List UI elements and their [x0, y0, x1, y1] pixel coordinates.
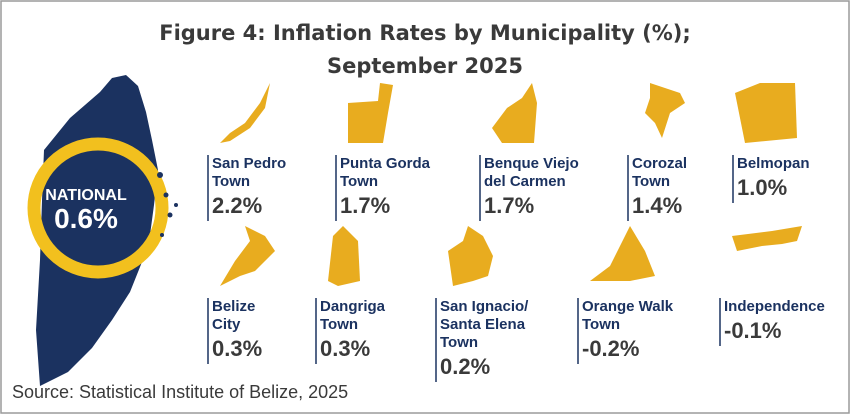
municipality-value: -0.2%	[582, 336, 639, 361]
municipality-value: 0.2%	[440, 354, 490, 379]
municipality-name: Orange Walk	[582, 298, 674, 315]
municipality-name: Town	[212, 173, 250, 190]
municipality-name: Town	[440, 334, 478, 351]
municipality-name: Benque Viejo	[484, 155, 579, 172]
municipality-shape	[492, 83, 537, 143]
municipality-shape	[328, 226, 360, 286]
municipality-name: City	[212, 316, 241, 333]
municipality-name: Santa Elena	[440, 316, 526, 333]
belize-map: NATIONAL 0.6%	[27, 75, 178, 386]
municipality-value: 1.0%	[737, 175, 787, 200]
municipality-shape	[220, 83, 270, 143]
municipality-name: Independence	[724, 298, 825, 315]
municipality-name: Belmopan	[737, 155, 810, 172]
title: Figure 4: Inflation Rates by Municipalit…	[159, 21, 691, 45]
municipality-name: Belize	[212, 298, 255, 315]
source: Source: Statistical Institute of Belize,…	[12, 382, 348, 402]
municipality-name: Dangriga	[320, 298, 386, 315]
title: September 2025	[327, 54, 523, 78]
municipality-value: -0.1%	[724, 318, 781, 343]
municipality-shape	[645, 83, 685, 138]
municipality-shape	[590, 226, 655, 281]
municipality-shape	[732, 226, 802, 251]
municipality-value: 2.2%	[212, 193, 262, 218]
municipality-name: Town	[340, 173, 378, 190]
municipality-shape	[348, 83, 393, 143]
municipality-value: 1.7%	[340, 193, 390, 218]
national-value: 0.6%	[54, 203, 118, 234]
municipality-shape	[220, 226, 275, 286]
municipality-value: 0.3%	[320, 336, 370, 361]
municipality-name: San Pedro	[212, 155, 286, 172]
municipality-name: San Ignacio/	[440, 298, 529, 315]
municipality-name: Town	[582, 316, 620, 333]
municipality-name: Town	[632, 173, 670, 190]
municipality-shape	[448, 226, 493, 286]
municipality-value: 1.4%	[632, 193, 682, 218]
municipality-name: Town	[320, 316, 358, 333]
national-label: NATIONAL	[45, 187, 127, 204]
municipality-value: 1.7%	[484, 193, 534, 218]
municipality-name: Punta Gorda	[340, 155, 431, 172]
municipality-name: del Carmen	[484, 173, 566, 190]
municipality-name: Corozal	[632, 155, 687, 172]
municipality-value: 0.3%	[212, 336, 262, 361]
municipality-shape	[735, 83, 797, 143]
